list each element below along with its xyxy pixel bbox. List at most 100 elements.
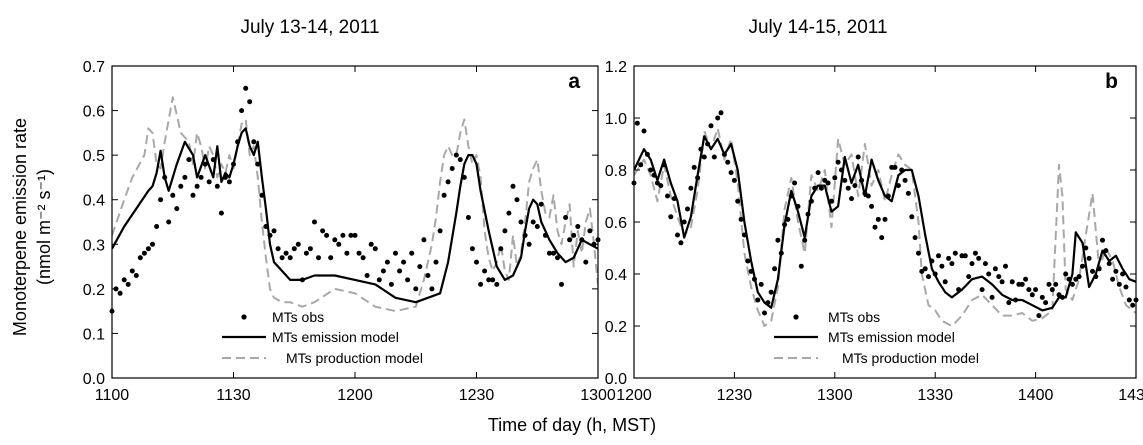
- panel-b-obs-point: [825, 180, 831, 186]
- panel-a-obs-point: [186, 157, 192, 163]
- panel-b-obs-point: [1033, 287, 1039, 293]
- panel-b-obs-point: [922, 266, 928, 272]
- panel-b-obs-point: [775, 237, 781, 243]
- panel-b-obs-point: [698, 146, 704, 152]
- panel-b-obs-point: [1026, 287, 1032, 293]
- panel-a-obs-point: [222, 174, 228, 180]
- panel-b-letter: b: [1105, 70, 1118, 93]
- panel-b-x-tick-label: 1230: [717, 387, 753, 404]
- panel-b-obs-point: [802, 237, 808, 243]
- panel-a-obs-point: [429, 286, 435, 292]
- panel-b-obs-point: [738, 216, 744, 222]
- panel-a-obs-point: [271, 228, 277, 234]
- panel-b-obs-point: [685, 206, 690, 212]
- panel-a-legend: MTs obs MTs emission model MTs production …: [222, 309, 423, 366]
- panel-a-legend-symbol: [241, 314, 247, 320]
- panel-b-obs-point: [1113, 268, 1119, 274]
- panel-a-obs-point: [226, 179, 232, 185]
- panel-a-obs-point: [259, 192, 265, 198]
- panel-b-obs-point: [1013, 297, 1018, 303]
- panel-b-obs-point: [778, 250, 784, 256]
- panel-a-obs-point: [210, 157, 216, 163]
- panel-a-obs-point: [417, 264, 423, 270]
- panel-b-obs-point: [788, 193, 794, 199]
- panel-b-obs-point: [765, 300, 771, 306]
- panel-b-obs-point: [966, 274, 972, 280]
- panel-a-y-tick-label: 0.2: [83, 282, 105, 299]
- panel-b-obs-point: [651, 172, 657, 178]
- panel-b-obs-point: [648, 167, 654, 173]
- panel-b-obs-point: [718, 110, 724, 116]
- panel-b-obs-point: [932, 271, 938, 277]
- panel-a-obs-point: [498, 246, 504, 252]
- panel-b-obs-point: [798, 263, 804, 269]
- panel-a-obs-point: [413, 286, 419, 292]
- panel-b-obs-point: [1019, 281, 1025, 287]
- panel-b-obs-point: [1110, 276, 1116, 282]
- panel-a-obs-point: [178, 183, 184, 189]
- panel-b-obs-point: [735, 198, 741, 204]
- panel-a-obs-point: [166, 219, 172, 225]
- panel-a-obs-point: [401, 259, 407, 265]
- panel-a-obs-point: [214, 183, 220, 189]
- panel-a-obs-point: [482, 268, 488, 274]
- panel-b-obs-point: [641, 128, 647, 134]
- panel-b-obs-point: [741, 232, 747, 238]
- panel-a-obs-point: [555, 255, 560, 261]
- panel-b-y-tick-label: 1.0: [605, 111, 627, 128]
- panel-b-obs-point: [715, 115, 721, 121]
- panel-b-obs-point: [815, 170, 821, 176]
- panel-b-obs-point: [905, 190, 911, 196]
- panel-b-obs-point: [671, 196, 677, 202]
- panel-a-obs-point: [522, 232, 528, 238]
- panel-b-obs-point: [1066, 276, 1072, 282]
- panel-a-obs-point: [332, 237, 338, 243]
- panel-b-obs-point: [675, 232, 680, 238]
- panel-b-obs-point: [812, 185, 818, 191]
- panel-a-obs-point: [421, 237, 427, 243]
- panel-b-obs-point: [1130, 302, 1136, 308]
- panel-a-obs-point: [583, 259, 589, 265]
- panel-a-y-tick-label: 0.7: [83, 59, 105, 76]
- panel-a-x-tick-label: 1130: [216, 387, 251, 404]
- panel-b-obs-point: [972, 250, 978, 256]
- panel-b-obs-point: [855, 154, 861, 160]
- panel-b-obs-point: [634, 120, 640, 126]
- panel-a-obs-point: [316, 255, 321, 261]
- panel-b-obs-point: [916, 250, 921, 256]
- panel-b-obs-point: [1126, 297, 1132, 303]
- panel-b-obs-point: [691, 164, 697, 170]
- panel-b-obs-point: [929, 258, 935, 264]
- panel-b-obs-point: [795, 203, 801, 209]
- panel-b-obs-point: [982, 261, 988, 267]
- panel-a-y-tick-label: 0.3: [83, 237, 105, 254]
- panel-a-obs-point: [360, 255, 366, 261]
- panel-a-obs-point: [510, 183, 516, 189]
- panel-b-obs-point: [976, 255, 982, 261]
- panel-a-obs-point: [397, 268, 403, 274]
- panel-a-y-tick-label: 0.6: [83, 104, 105, 121]
- panel-b-obs-point: [678, 240, 684, 246]
- panel-a-obs-point: [567, 237, 573, 243]
- panel-b-obs-point: [755, 297, 761, 303]
- panel-a-obs-point: [190, 192, 196, 198]
- panel-a-obs-point: [170, 192, 176, 198]
- panel-b-obs-point: [872, 224, 878, 230]
- panel-a-obs-point: [263, 224, 269, 229]
- panel-a-emission-model-line: [112, 127, 598, 304]
- panel-a-obs-point: [287, 255, 293, 261]
- panel-a-obs-point: [388, 281, 394, 287]
- panel-a-obs-point: [437, 228, 443, 234]
- panel-a-production-model-line: [112, 96, 598, 313]
- panel-b-x-tick-label: 1200: [616, 387, 652, 404]
- panel-a-obs-point: [502, 228, 508, 234]
- panel-a-obs-point: [231, 161, 236, 167]
- panel-b-obs-point: [869, 203, 875, 209]
- panel-a-obs-point: [380, 268, 386, 274]
- panel-a-obs-point: [559, 281, 564, 287]
- panel-b-obs-point: [839, 167, 844, 173]
- panel-b-obs-point: [661, 162, 667, 168]
- panel-b-obs-point: [999, 279, 1005, 285]
- panel-a-obs-point: [328, 255, 334, 261]
